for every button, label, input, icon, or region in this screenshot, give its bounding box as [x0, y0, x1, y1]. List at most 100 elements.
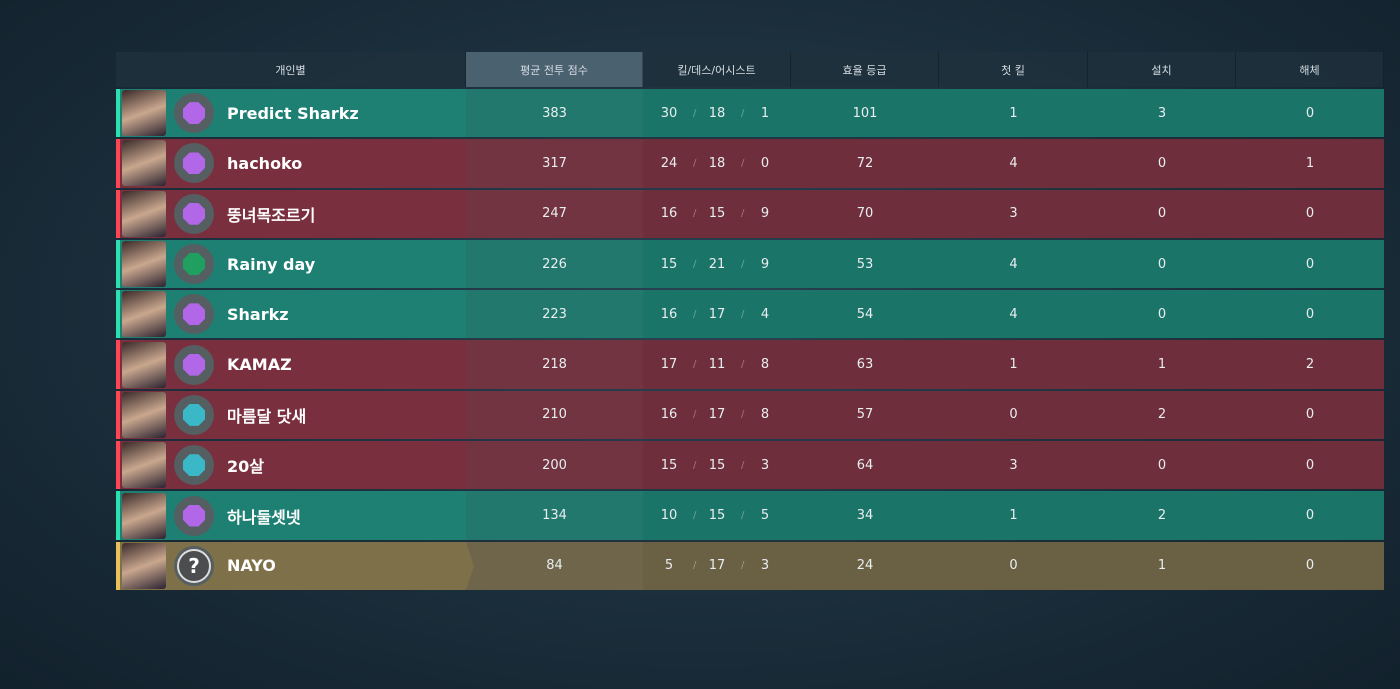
header-kda[interactable]: 킬/데스/어시스트	[643, 52, 791, 87]
player-name[interactable]: 하나둘셋넷	[227, 507, 301, 527]
header-individual[interactable]: 개인별	[116, 52, 466, 87]
player-name[interactable]: 뚱녀목조르기	[227, 205, 316, 225]
header-efficiency[interactable]: 효율 등급	[791, 52, 939, 87]
header-plants[interactable]: 설치	[1088, 52, 1236, 87]
efficiency-value: 63	[856, 357, 874, 373]
player-name[interactable]: Predict Sharkz	[227, 103, 359, 123]
defuses-value: 0	[1305, 206, 1315, 222]
deaths: 11	[708, 357, 726, 373]
header-acs[interactable]: 평균 전투 점수	[466, 52, 643, 87]
kda-value: 24/ 18/ 0	[643, 139, 791, 187]
defuses-value: 0	[1305, 508, 1315, 524]
deaths: 17	[708, 306, 726, 322]
defuses-value: 0	[1305, 105, 1315, 121]
rank-icon	[174, 495, 214, 536]
player-row[interactable]: Predict Sharkz 383 30/ 18/ 1 101 1 3 0	[116, 89, 1384, 138]
agent-avatar	[122, 492, 166, 539]
rank-icon	[174, 93, 214, 134]
agent-avatar	[122, 442, 166, 489]
player-name[interactable]: hachoko	[227, 153, 303, 173]
defuses-value: 0	[1305, 306, 1315, 322]
first-kills-value: 0	[1009, 558, 1018, 574]
player-name[interactable]: 마름달 닷새	[227, 406, 307, 426]
rank-icon	[174, 143, 214, 184]
defuses-value: 2	[1305, 357, 1315, 373]
efficiency-value: 101	[852, 105, 878, 121]
player-row[interactable]: 하나둘셋넷 134 10/ 15/ 5 34 1 2 0	[116, 491, 1384, 540]
player-cell: Predict Sharkz	[116, 89, 466, 138]
player-row[interactable]: 뚱녀목조르기 247 16/ 15/ 9 70 3 0 0	[116, 189, 1384, 238]
player-row[interactable]: ? NAYO 84 5/ 17/ 3 24 0 1 0	[116, 541, 1384, 590]
player-name[interactable]: Sharkz	[227, 304, 289, 324]
kda-value: 15/ 21/ 9	[643, 240, 791, 288]
header-defuses[interactable]: 해체	[1236, 52, 1384, 87]
efficiency-value: 53	[856, 256, 874, 272]
kills: 15	[660, 457, 678, 473]
deaths: 21	[708, 256, 726, 272]
plants-value: 0	[1157, 256, 1167, 272]
efficiency-value: 72	[856, 155, 874, 171]
assists: 3	[760, 457, 770, 473]
assists: 5	[760, 508, 770, 524]
deaths: 18	[708, 155, 726, 171]
player-name[interactable]: KAMAZ	[227, 355, 292, 375]
acs-value: 383	[466, 89, 643, 137]
rank-icon	[174, 344, 214, 385]
agent-avatar	[122, 341, 166, 388]
assists: 9	[760, 206, 770, 222]
assists: 4	[760, 306, 770, 322]
plants-value: 0	[1157, 457, 1167, 473]
rank-gem-icon	[183, 504, 205, 527]
plants-value: 2	[1157, 508, 1167, 524]
defuses-value: 0	[1305, 558, 1315, 574]
kda-value: 15/ 15/ 3	[643, 441, 791, 489]
plants-value: 0	[1157, 155, 1167, 171]
deaths: 15	[708, 206, 726, 222]
first-kills-value: 0	[1009, 407, 1018, 423]
player-name[interactable]: 20살	[227, 457, 264, 477]
kills: 24	[660, 155, 678, 171]
player-cell: 20살	[116, 441, 466, 490]
player-row[interactable]: KAMAZ 218 17/ 11/ 8 63 1 1 2	[116, 340, 1384, 389]
kills: 16	[660, 407, 678, 423]
rank-gem-icon	[183, 152, 205, 175]
player-row[interactable]: Sharkz 223 16/ 17/ 4 54 4 0 0	[116, 290, 1384, 339]
player-row[interactable]: hachoko 317 24/ 18/ 0 72 4 0 1	[116, 139, 1384, 188]
player-cell: 마름달 닷새	[116, 390, 466, 440]
efficiency-value: 64	[856, 457, 874, 473]
rank-gem-icon	[183, 102, 205, 125]
kills: 17	[660, 357, 678, 373]
player-row[interactable]: 마름달 닷새 210 16/ 17/ 8 57 0 2 0	[116, 390, 1384, 440]
player-name[interactable]: Rainy day	[227, 254, 316, 274]
acs-value: 317	[466, 139, 643, 187]
unranked-icon: ?	[177, 548, 211, 583]
rank-gem-icon	[183, 303, 205, 326]
header-first-kills[interactable]: 첫 킬	[939, 52, 1088, 87]
kills: 30	[660, 105, 678, 121]
first-kills-value: 4	[1009, 256, 1018, 272]
first-kills-value: 3	[1009, 457, 1018, 473]
rank-icon	[174, 294, 214, 335]
player-row[interactable]: 20살 200 15/ 15/ 3 64 3 0 0	[116, 441, 1384, 490]
agent-avatar	[122, 542, 166, 589]
plants-value: 1	[1157, 357, 1167, 373]
kills: 15	[660, 256, 678, 272]
player-cell: Sharkz	[116, 290, 466, 339]
defuses-value: 0	[1305, 407, 1315, 423]
first-kills-value: 1	[1009, 508, 1018, 524]
player-cell: ? NAYO	[116, 541, 474, 590]
assists: 8	[760, 407, 770, 423]
acs-value: 226	[466, 240, 643, 288]
first-kills-value: 4	[1009, 155, 1018, 171]
assists: 0	[760, 155, 770, 171]
first-kills-value: 1	[1009, 357, 1018, 373]
player-name[interactable]: NAYO	[227, 556, 276, 576]
rank-gem-icon	[183, 454, 205, 477]
efficiency-value: 34	[856, 508, 874, 524]
efficiency-value: 24	[856, 558, 874, 574]
acs-value: 200	[466, 441, 643, 489]
plants-value: 0	[1157, 206, 1167, 222]
assists: 3	[760, 558, 770, 574]
player-row[interactable]: Rainy day 226 15/ 21/ 9 53 4 0 0	[116, 239, 1384, 289]
kills: 10	[660, 508, 678, 524]
